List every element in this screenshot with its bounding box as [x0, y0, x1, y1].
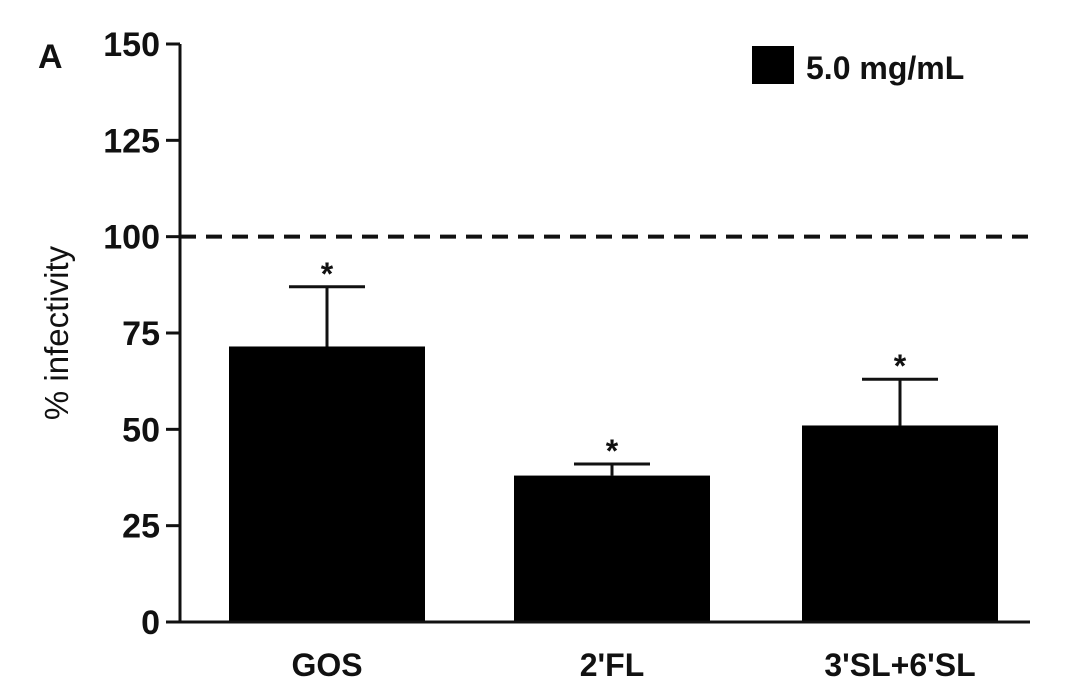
legend-swatch: [752, 46, 794, 84]
y-tick-label: 125: [103, 122, 160, 160]
y-tick-label: 0: [141, 604, 160, 642]
y-tick-label: 150: [103, 26, 160, 64]
y-axis-title: % infectivity: [38, 245, 75, 420]
bar: [514, 475, 710, 622]
legend-label: 5.0 mg/mL: [806, 50, 964, 86]
y-axis-ticks: 0 25 50 75 100 125 150: [103, 26, 180, 642]
category-labels: GOS 2'FL 3'SL+6'SL: [291, 647, 975, 683]
y-tick-label: 25: [122, 508, 160, 546]
significance-marker: *: [894, 348, 907, 384]
y-tick-label: 75: [122, 315, 160, 353]
panel-label: A: [38, 38, 63, 76]
bars-group: [229, 346, 998, 622]
category-label: GOS: [291, 647, 362, 683]
error-bars-group: * * *: [289, 256, 938, 476]
y-tick-label: 100: [103, 219, 160, 257]
bar: [802, 425, 998, 622]
legend: 5.0 mg/mL: [752, 46, 964, 86]
significance-marker: *: [606, 433, 619, 469]
category-label: 2'FL: [580, 647, 645, 683]
significance-marker: *: [321, 256, 334, 292]
y-tick-label: 50: [122, 411, 160, 449]
category-label: 3'SL+6'SL: [824, 647, 975, 683]
bar: [229, 346, 425, 622]
